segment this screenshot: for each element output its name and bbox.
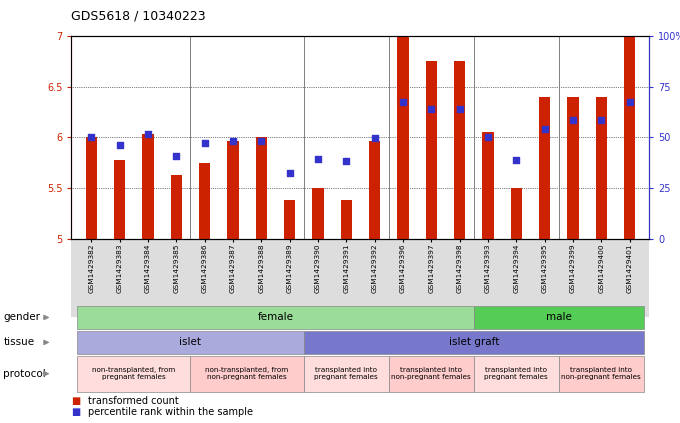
Point bbox=[454, 106, 465, 113]
Text: protocol: protocol bbox=[3, 369, 46, 379]
Bar bbox=[86, 137, 97, 239]
Point bbox=[596, 117, 607, 124]
Text: gender: gender bbox=[3, 313, 40, 322]
Text: percentile rank within the sample: percentile rank within the sample bbox=[88, 407, 254, 417]
Point bbox=[567, 117, 578, 124]
Point bbox=[227, 137, 239, 144]
Point bbox=[312, 155, 324, 162]
Point bbox=[142, 131, 153, 138]
Text: tissue: tissue bbox=[3, 338, 35, 347]
Bar bbox=[397, 36, 409, 239]
Point bbox=[426, 106, 437, 113]
Point bbox=[369, 135, 380, 142]
Point bbox=[171, 152, 182, 159]
Bar bbox=[312, 188, 324, 239]
Bar bbox=[482, 132, 494, 239]
Bar bbox=[171, 175, 182, 239]
Text: female: female bbox=[258, 313, 293, 322]
Text: GDS5618 / 10340223: GDS5618 / 10340223 bbox=[71, 9, 206, 22]
Point bbox=[397, 99, 408, 105]
Text: non-transplanted, from
pregnant females: non-transplanted, from pregnant females bbox=[92, 367, 175, 380]
Point bbox=[341, 157, 352, 164]
Bar bbox=[256, 137, 267, 239]
Bar bbox=[426, 61, 437, 239]
Bar bbox=[454, 61, 465, 239]
Bar bbox=[539, 97, 550, 239]
Point bbox=[86, 134, 97, 141]
Bar bbox=[199, 163, 210, 239]
Text: male: male bbox=[546, 313, 572, 322]
Bar bbox=[596, 97, 607, 239]
Point bbox=[284, 170, 295, 176]
Text: islet graft: islet graft bbox=[449, 338, 499, 347]
Text: ■: ■ bbox=[71, 407, 81, 417]
Text: transformed count: transformed count bbox=[88, 396, 179, 406]
Text: transplanted into
non-pregnant females: transplanted into non-pregnant females bbox=[562, 367, 641, 380]
Text: non-transplanted, from
non-pregnant females: non-transplanted, from non-pregnant fema… bbox=[205, 367, 289, 380]
Point bbox=[539, 126, 550, 133]
Point bbox=[511, 157, 522, 163]
Point bbox=[256, 137, 267, 144]
Point bbox=[482, 134, 493, 141]
Text: islet: islet bbox=[180, 338, 201, 347]
Bar bbox=[511, 188, 522, 239]
Text: ■: ■ bbox=[71, 396, 81, 406]
Bar bbox=[142, 135, 154, 239]
Bar bbox=[227, 140, 239, 239]
Bar bbox=[369, 140, 380, 239]
Text: transplanted into
pregnant females: transplanted into pregnant females bbox=[484, 367, 548, 380]
Bar bbox=[284, 201, 295, 239]
Point bbox=[114, 141, 125, 148]
Bar bbox=[567, 97, 579, 239]
Point bbox=[624, 99, 635, 105]
Text: transplanted into
pregnant females: transplanted into pregnant females bbox=[314, 367, 378, 380]
Text: transplanted into
non-pregnant females: transplanted into non-pregnant females bbox=[392, 367, 471, 380]
Point bbox=[199, 139, 210, 146]
Bar bbox=[114, 160, 125, 239]
Bar bbox=[341, 201, 352, 239]
Bar bbox=[624, 36, 635, 239]
